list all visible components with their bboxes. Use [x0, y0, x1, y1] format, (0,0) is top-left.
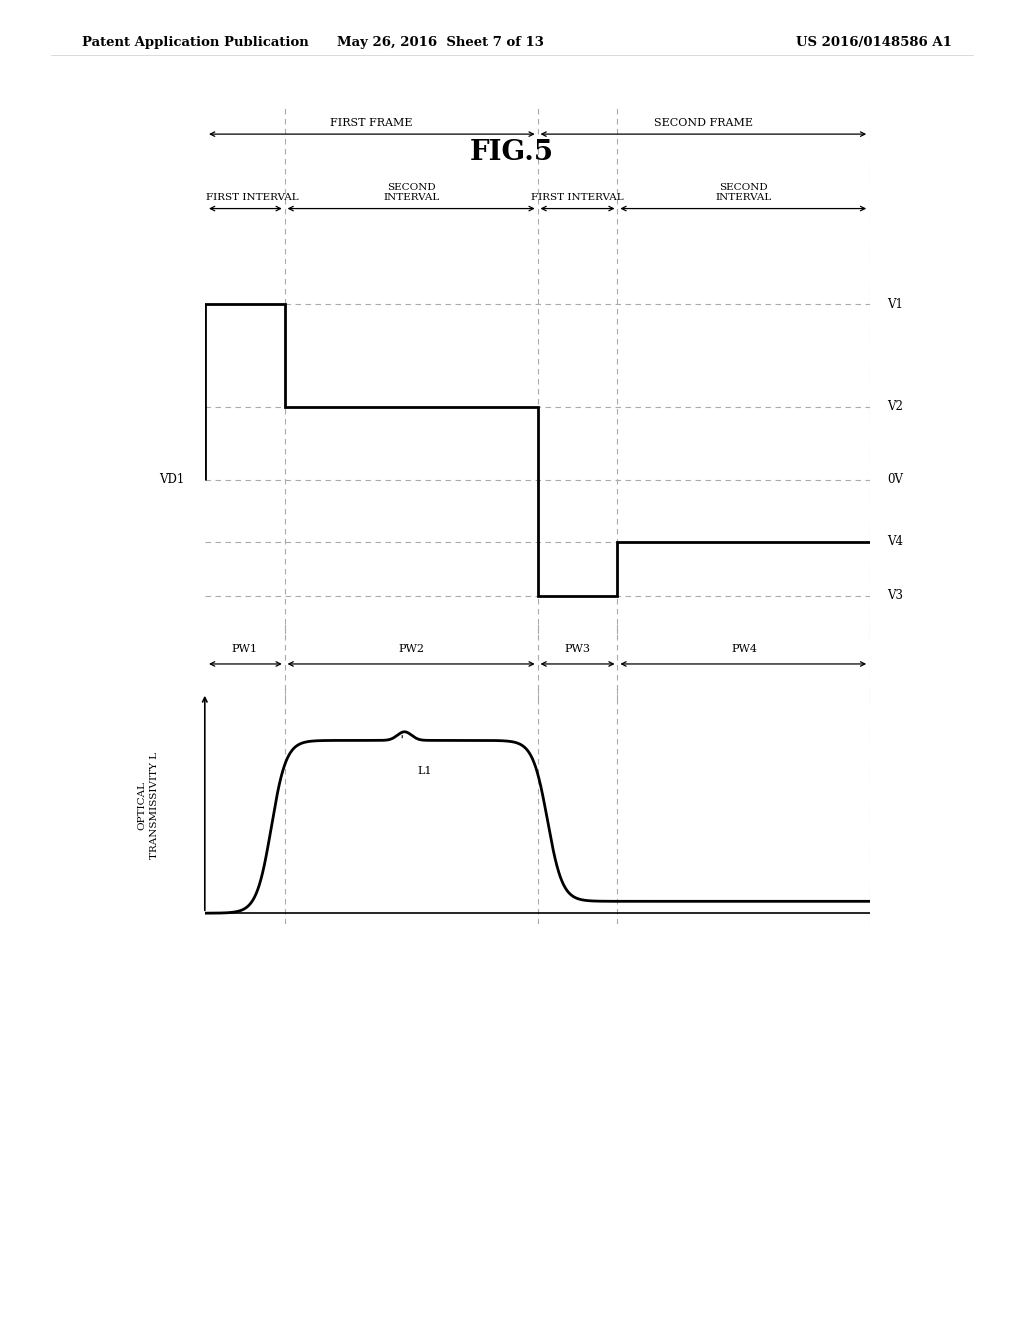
- Text: PW3: PW3: [564, 644, 591, 655]
- Text: FIRST INTERVAL: FIRST INTERVAL: [531, 193, 624, 202]
- Text: VD1: VD1: [160, 474, 185, 486]
- Text: OPTICAL
TRANSMISSIVITY L: OPTICAL TRANSMISSIVITY L: [138, 751, 159, 859]
- Text: 0V: 0V: [887, 474, 903, 486]
- Text: V2: V2: [887, 400, 903, 413]
- Text: FIRST INTERVAL: FIRST INTERVAL: [206, 193, 299, 202]
- Text: SECOND
INTERVAL: SECOND INTERVAL: [716, 183, 772, 202]
- Text: V3: V3: [887, 589, 903, 602]
- Text: May 26, 2016  Sheet 7 of 13: May 26, 2016 Sheet 7 of 13: [337, 36, 544, 49]
- Text: V1: V1: [887, 298, 903, 312]
- Text: SECOND FRAME: SECOND FRAME: [654, 117, 754, 128]
- Text: Patent Application Publication: Patent Application Publication: [82, 36, 308, 49]
- Text: FIG.5: FIG.5: [470, 139, 554, 165]
- Text: PW4: PW4: [731, 644, 757, 655]
- Text: US 2016/0148586 A1: US 2016/0148586 A1: [797, 36, 952, 49]
- Text: PW1: PW1: [231, 644, 258, 655]
- Text: L1: L1: [418, 767, 432, 776]
- Text: V4: V4: [887, 536, 903, 548]
- Text: PW2: PW2: [398, 644, 424, 655]
- Text: FIRST FRAME: FIRST FRAME: [330, 117, 413, 128]
- Text: SECOND
INTERVAL: SECOND INTERVAL: [383, 183, 439, 202]
